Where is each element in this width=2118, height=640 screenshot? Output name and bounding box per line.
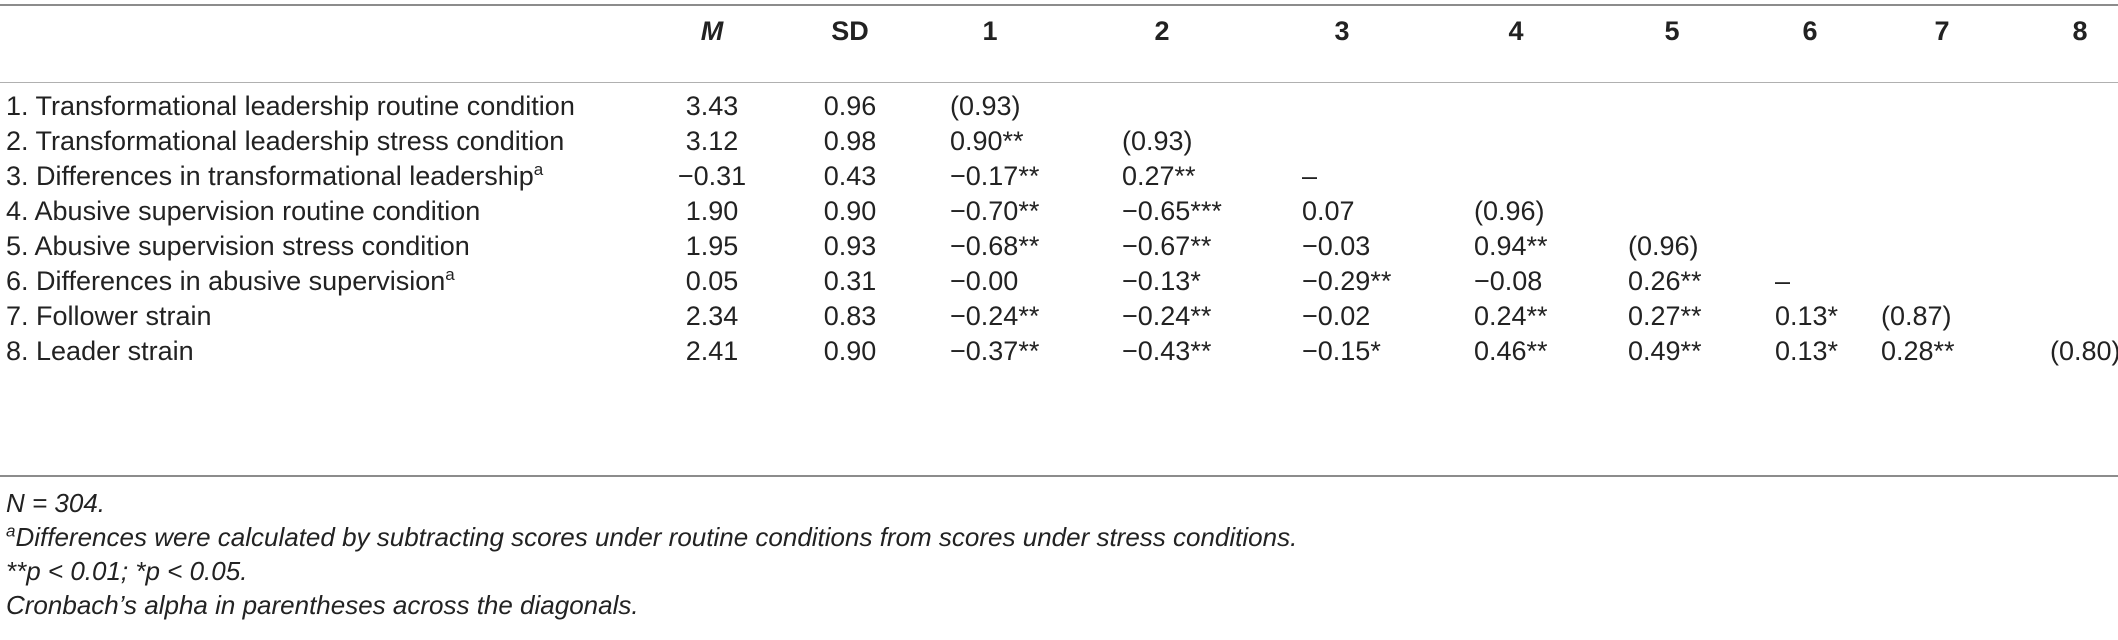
table-top-rule xyxy=(0,4,2118,6)
table-row: 4. Abusive supervision routine condition… xyxy=(0,188,2118,235)
row-label: 3. Differences in transformational leade… xyxy=(6,153,543,200)
cell-correlation-col-7: 0.28** xyxy=(1881,336,1955,366)
header-mean: M xyxy=(700,16,724,46)
header-col-1: 1 xyxy=(982,16,998,46)
row-label-text: 1. Transformational leadership routine c… xyxy=(6,91,575,121)
row-label: 2. Transformational leadership stress co… xyxy=(6,118,564,165)
cell-correlation-col-3: −0.29** xyxy=(1302,266,1392,296)
cell-mean: 2.41 xyxy=(685,336,739,366)
cell-correlation-col-3: 0.07 xyxy=(1302,196,1355,226)
cell-correlation-col-7: (0.87) xyxy=(1881,301,1952,331)
cell-sd: 0.83 xyxy=(823,301,877,331)
cell-sd: 0.90 xyxy=(823,196,877,226)
table-row: 8. Leader strain 2.41 0.90 −0.37** −0.43** −0… xyxy=(0,328,2118,375)
cell-correlation-col-3: −0.15* xyxy=(1302,336,1381,366)
cell-sd: 0.31 xyxy=(823,266,877,296)
row-label: 5. Abusive supervision stress condition xyxy=(6,223,470,270)
cell-mean: 0.05 xyxy=(685,266,739,296)
cell-correlation-col-1: (0.93) xyxy=(950,91,1021,121)
row-label-superscript: a xyxy=(533,160,544,179)
cell-sd: 0.43 xyxy=(823,161,877,191)
cell-correlation-col-5: 0.26** xyxy=(1628,266,1702,296)
table-header-rule xyxy=(0,82,2118,83)
row-label-text: 3. Differences in transformational leade… xyxy=(6,161,534,191)
footnote-a-text: Differences were calculated by subtracti… xyxy=(15,522,1298,552)
table-row: 2. Transformational leadership stress co… xyxy=(0,118,2118,165)
cell-mean: 1.95 xyxy=(685,231,739,261)
cell-correlation-col-2: −0.43** xyxy=(1122,336,1212,366)
cell-correlation-col-4: (0.96) xyxy=(1474,196,1545,226)
header-col-6: 6 xyxy=(1802,16,1818,46)
row-label: 4. Abusive supervision routine condition xyxy=(6,188,480,235)
cell-sd: 0.98 xyxy=(823,126,877,156)
table-notes: N = 304. aDifferences were calculated by… xyxy=(6,486,1297,622)
cell-correlation-col-2: −0.67** xyxy=(1122,231,1212,261)
cell-correlation-col-3: −0.03 xyxy=(1302,231,1371,261)
cell-correlation-col-5: (0.96) xyxy=(1628,231,1699,261)
cell-mean: 1.90 xyxy=(685,196,739,226)
row-label-text: 6. Differences in abusive supervision xyxy=(6,266,446,296)
cell-correlation-col-5: 0.27** xyxy=(1628,301,1702,331)
table-row: 1. Transformational leadership routine c… xyxy=(0,83,2118,130)
cell-correlation-col-1: −0.00 xyxy=(950,266,1019,296)
cell-correlation-col-3: – xyxy=(1302,161,1318,191)
cell-correlation-col-6: – xyxy=(1775,266,1791,296)
table-bottom-rule xyxy=(0,475,2118,477)
header-col-5: 5 xyxy=(1664,16,1680,46)
header-col-3: 3 xyxy=(1334,16,1350,46)
table-row: 7. Follower strain 2.34 0.83 −0.24** −0.24**… xyxy=(0,293,2118,340)
note-alpha: Cronbach’s alpha in parentheses across t… xyxy=(6,590,639,620)
cell-correlation-col-2: (0.93) xyxy=(1122,126,1193,156)
row-label-superscript: a xyxy=(445,265,455,284)
row-label-text: 2. Transformational leadership stress co… xyxy=(6,126,565,156)
note-sample-size: N = 304. xyxy=(6,488,106,518)
cell-correlation-col-1: 0.90** xyxy=(950,126,1024,156)
cell-correlation-col-2: −0.65*** xyxy=(1122,196,1222,226)
table-row: 3. Differences in transformational leade… xyxy=(0,153,2118,200)
row-label-text: 7. Follower strain xyxy=(6,301,212,331)
cell-correlation-col-1: −0.37** xyxy=(950,336,1040,366)
header-col-7: 7 xyxy=(1934,16,1950,46)
cell-correlation-col-6: 0.13* xyxy=(1775,301,1839,331)
row-label-text: 8. Leader strain xyxy=(6,336,194,366)
cell-mean: 2.34 xyxy=(685,301,739,331)
cell-correlation-col-1: −0.24** xyxy=(950,301,1040,331)
header-col-4: 4 xyxy=(1508,16,1524,46)
cell-correlation-col-1: −0.70** xyxy=(950,196,1040,226)
table-row: 6. Differences in abusive supervisiona 0.… xyxy=(0,258,2118,305)
cell-sd: 0.93 xyxy=(823,231,877,261)
cell-mean: 3.43 xyxy=(685,91,739,121)
cell-correlation-col-4: −0.08 xyxy=(1474,266,1543,296)
footnote-a-marker: a xyxy=(6,521,16,541)
header-col-8: 8 xyxy=(2072,16,2088,46)
cell-correlation-col-5: 0.49** xyxy=(1628,336,1702,366)
note-significance: **p < 0.01; *p < 0.05. xyxy=(6,556,248,586)
row-label: 1. Transformational leadership routine c… xyxy=(6,83,575,130)
note-footnote-a: aDifferences were calculated by subtract… xyxy=(6,520,1297,554)
cell-correlation-col-3: −0.02 xyxy=(1302,301,1371,331)
header-sd: SD xyxy=(831,16,869,46)
cell-correlation-col-4: 0.46** xyxy=(1474,336,1548,366)
cell-mean: −0.31 xyxy=(677,161,747,191)
row-label: 8. Leader strain xyxy=(6,328,194,375)
cell-correlation-col-4: 0.24** xyxy=(1474,301,1548,331)
cell-correlation-col-4: 0.94** xyxy=(1474,231,1548,261)
cell-sd: 0.96 xyxy=(823,91,877,121)
row-label: 7. Follower strain xyxy=(6,293,212,340)
table-row: 5. Abusive supervision stress condition 1… xyxy=(0,223,2118,270)
cell-correlation-col-2: −0.24** xyxy=(1122,301,1212,331)
row-label: 6. Differences in abusive supervisiona xyxy=(6,258,455,305)
cell-correlation-col-1: −0.68** xyxy=(950,231,1040,261)
cell-correlation-col-8: (0.80) xyxy=(2050,336,2118,366)
cell-correlation-col-2: 0.27** xyxy=(1122,161,1196,191)
table-header-row: M SD 1 2 3 4 5 6 7 8 xyxy=(0,7,2118,82)
header-col-2: 2 xyxy=(1154,16,1170,46)
cell-sd: 0.90 xyxy=(823,336,877,366)
cell-correlation-col-6: 0.13* xyxy=(1775,336,1839,366)
cell-correlation-col-1: −0.17** xyxy=(950,161,1040,191)
row-label-text: 5. Abusive supervision stress condition xyxy=(6,231,470,261)
cell-correlation-col-2: −0.13* xyxy=(1122,266,1201,296)
row-label-text: 4. Abusive supervision routine condition xyxy=(6,196,481,226)
cell-mean: 3.12 xyxy=(685,126,739,156)
